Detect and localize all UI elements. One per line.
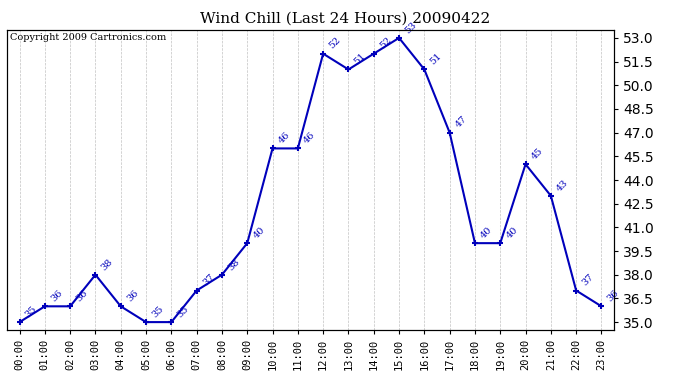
Text: Wind Chill (Last 24 Hours) 20090422: Wind Chill (Last 24 Hours) 20090422 bbox=[200, 11, 490, 25]
Text: 51: 51 bbox=[353, 52, 368, 67]
Text: 52: 52 bbox=[378, 36, 393, 51]
Text: 40: 40 bbox=[251, 225, 266, 240]
Text: 36: 36 bbox=[125, 288, 140, 303]
Text: 51: 51 bbox=[428, 52, 444, 67]
Text: 35: 35 bbox=[175, 304, 190, 320]
Text: 38: 38 bbox=[99, 257, 115, 272]
Text: 36: 36 bbox=[75, 288, 90, 303]
Text: 53: 53 bbox=[403, 20, 418, 35]
Text: 36: 36 bbox=[49, 288, 64, 303]
Text: 37: 37 bbox=[580, 273, 595, 288]
Text: 46: 46 bbox=[277, 130, 292, 146]
Text: 45: 45 bbox=[530, 146, 545, 161]
Text: 52: 52 bbox=[327, 36, 342, 51]
Text: 35: 35 bbox=[23, 304, 39, 320]
Text: 37: 37 bbox=[201, 273, 216, 288]
Text: 40: 40 bbox=[479, 225, 494, 240]
Text: 46: 46 bbox=[302, 130, 317, 146]
Text: 38: 38 bbox=[226, 257, 242, 272]
Text: 43: 43 bbox=[555, 178, 570, 193]
Text: Copyright 2009 Cartronics.com: Copyright 2009 Cartronics.com bbox=[10, 33, 166, 42]
Text: 47: 47 bbox=[454, 115, 469, 130]
Text: 36: 36 bbox=[606, 288, 621, 303]
Text: 35: 35 bbox=[150, 304, 166, 320]
Text: 40: 40 bbox=[504, 225, 520, 240]
